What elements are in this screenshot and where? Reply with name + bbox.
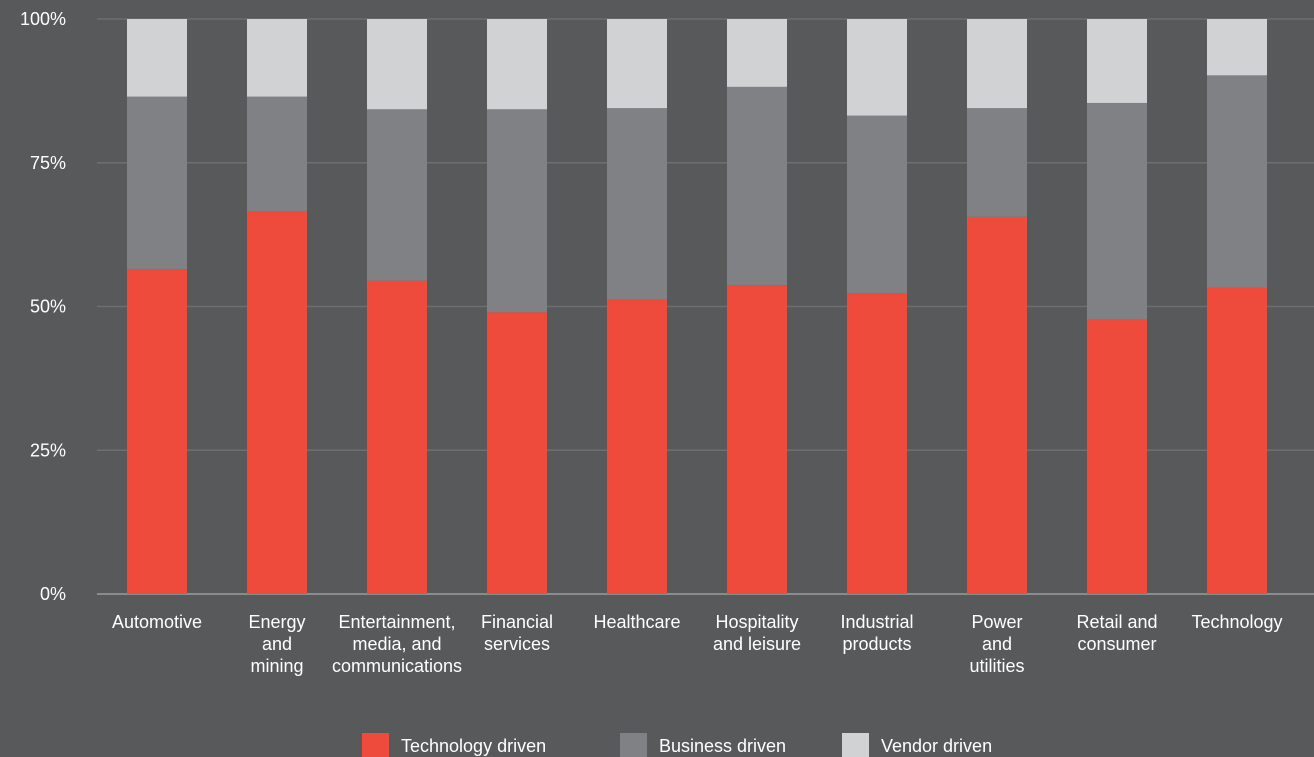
bar-segment-technology-driven xyxy=(1087,319,1147,594)
bar-segment-vendor-driven xyxy=(847,19,907,116)
bar-segment-vendor-driven xyxy=(967,19,1027,109)
bar-segment-business-driven xyxy=(127,96,187,270)
legend-swatch xyxy=(362,733,389,757)
legend-label: Technology driven xyxy=(401,736,546,756)
y-tick-label: 100% xyxy=(20,9,66,29)
x-category-label: Entertainment, xyxy=(338,612,455,632)
x-category-label: mining xyxy=(250,656,303,676)
bar-segment-business-driven xyxy=(367,109,427,281)
legend-swatch xyxy=(620,733,647,757)
x-category-label: Energy xyxy=(248,612,305,632)
x-category-label: and leisure xyxy=(713,634,801,654)
x-category-label: Healthcare xyxy=(593,612,680,632)
bar-segment-vendor-driven xyxy=(367,19,427,110)
bar-segment-technology-driven xyxy=(607,299,667,594)
bar-segment-vendor-driven xyxy=(247,19,307,97)
bars xyxy=(127,19,1267,595)
x-category-label: utilities xyxy=(969,656,1024,676)
y-tick-label: 50% xyxy=(30,297,66,317)
x-category-label: communications xyxy=(332,656,462,676)
x-category-label: and xyxy=(262,634,292,654)
x-category-label: media, and xyxy=(352,634,441,654)
bar-segment-vendor-driven xyxy=(727,19,787,87)
x-category-label: and xyxy=(982,634,1012,654)
bar-segment-technology-driven xyxy=(727,285,787,594)
x-category-label: Automotive xyxy=(112,612,202,632)
bar-segment-business-driven xyxy=(487,109,547,313)
bar-segment-vendor-driven xyxy=(607,19,667,109)
bar-segment-business-driven xyxy=(1087,102,1147,320)
legend-label: Vendor driven xyxy=(881,736,992,756)
bar-segment-technology-driven xyxy=(1207,287,1267,594)
bar-segment-vendor-driven xyxy=(127,19,187,97)
x-category-label: consumer xyxy=(1077,634,1156,654)
x-category-label: Financial xyxy=(481,612,553,632)
legend-swatch xyxy=(842,733,869,757)
bar-segment-technology-driven xyxy=(487,312,547,594)
legend: Technology driven Business driven Vendor d… xyxy=(362,733,992,757)
bar-segment-business-driven xyxy=(967,108,1027,217)
bar-segment-vendor-driven xyxy=(487,19,547,110)
x-category-label: Technology xyxy=(1191,612,1282,632)
bar-segment-technology-driven xyxy=(127,269,187,594)
bar-segment-technology-driven xyxy=(967,216,1027,595)
y-axis: 0% 25% 50% 75% 100% xyxy=(20,9,66,604)
bar-segment-vendor-driven xyxy=(1207,19,1267,76)
bar-segment-technology-driven xyxy=(847,293,907,594)
x-category-label: Power xyxy=(971,612,1022,632)
bar-segment-business-driven xyxy=(847,115,907,294)
legend-label: Business driven xyxy=(659,736,786,756)
bar-segment-business-driven xyxy=(1207,75,1267,288)
bar-segment-business-driven xyxy=(727,86,787,286)
y-tick-label: 75% xyxy=(30,153,66,173)
x-category-label: Industrial xyxy=(840,612,913,632)
bar-segment-technology-driven xyxy=(367,280,427,594)
bar-segment-business-driven xyxy=(607,108,667,300)
bar-segment-business-driven xyxy=(247,96,307,212)
bar-segment-technology-driven xyxy=(247,211,307,595)
x-category-label: products xyxy=(842,634,911,654)
x-category-label: services xyxy=(484,634,550,654)
x-axis: Automotive EnergyandminingEntertainment,m… xyxy=(112,612,1283,676)
y-tick-label: 25% xyxy=(30,440,66,460)
x-category-label: Hospitality xyxy=(715,612,798,632)
bar-segment-vendor-driven xyxy=(1087,19,1147,103)
y-tick-label: 0% xyxy=(40,584,66,604)
x-category-label: Retail and xyxy=(1076,612,1157,632)
